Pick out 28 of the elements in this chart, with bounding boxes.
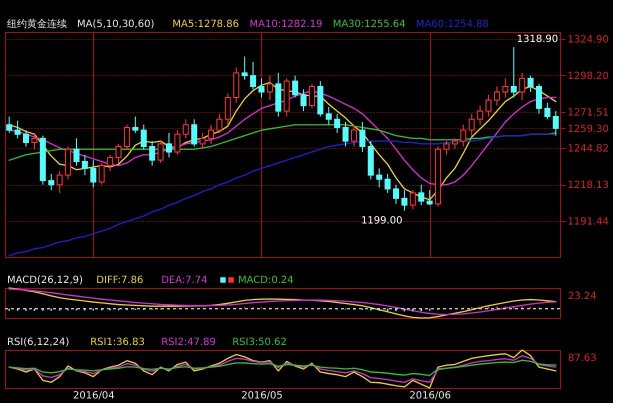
y-tick-label: 1218.13	[568, 180, 609, 192]
annotation: 1318.90	[516, 34, 558, 46]
y-tick-label: 1324.90	[568, 34, 609, 46]
legend-label: MACD:0.24	[238, 275, 294, 286]
series-label: DIFF:7.86	[96, 275, 144, 286]
text: MA5:1278.86	[172, 19, 239, 30]
annotation: 1199.00	[361, 216, 402, 227]
y-tick-label: 1191.44	[568, 216, 609, 228]
text: MA30:1255.64	[332, 19, 406, 30]
legend-title: MA(5,10,30,60)	[77, 19, 154, 30]
series-label: RSI1:36.83	[90, 337, 145, 348]
chart-title: 纽约黄金连续	[7, 18, 67, 30]
text: 23.24	[568, 291, 597, 302]
y-tick-label: 1271.51	[568, 107, 609, 118]
series-label: RSI2:47.89	[161, 337, 216, 348]
y-tick-label: 1298.20	[568, 70, 609, 82]
chart-title: MACD(26,12,9)	[7, 275, 84, 286]
text: 87.63	[568, 353, 597, 364]
text: MA10:1282.19	[250, 19, 322, 30]
y-tick-label: 1259.30	[568, 124, 609, 135]
series-label: RSI3:50.62	[232, 337, 287, 348]
text: MA60:1254.88	[416, 19, 489, 30]
x-tick-label: 2016/04	[73, 390, 115, 402]
series-label: DEA:7.74	[161, 275, 208, 286]
x-tick-label: 2016/05	[241, 390, 283, 402]
chart-title: RSI(6,12,24)	[7, 337, 70, 348]
x-tick-label: 2016/06	[409, 390, 451, 402]
y-tick-label: 1244.82	[568, 144, 609, 155]
